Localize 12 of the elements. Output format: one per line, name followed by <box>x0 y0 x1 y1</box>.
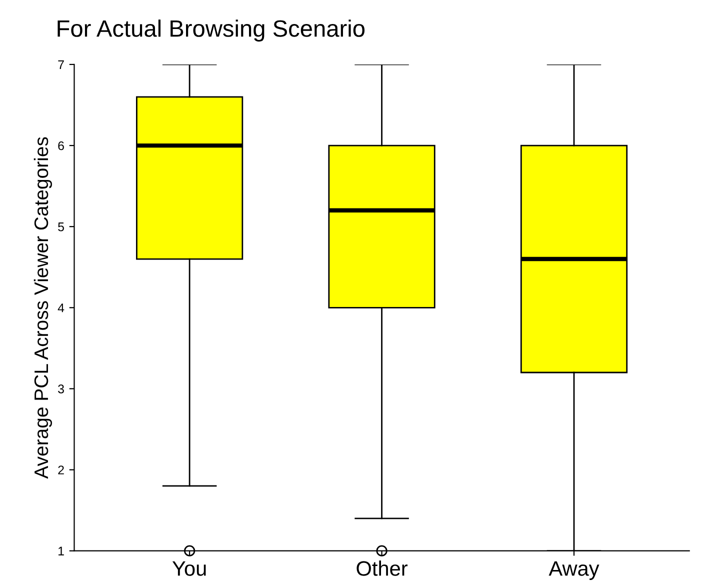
x-tick-label: You <box>172 561 206 576</box>
y-tick-label: 3 <box>58 384 64 394</box>
y-tick-label: 4 <box>58 304 64 312</box>
y-axis-title: Average PCL Across Viewer Categories <box>34 137 52 479</box>
y-tick-label: 5 <box>58 222 64 232</box>
y-tick-label: 6 <box>58 141 64 150</box>
x-tick-label: Other <box>356 560 408 576</box>
chart-title: For Actual Browsing Scenario <box>58 20 365 42</box>
y-tick-label: 1 <box>58 546 64 556</box>
y-tick-label: 2 <box>58 466 64 474</box>
x-tick-label: Away <box>548 561 600 580</box>
y-tick-label: 7 <box>58 60 64 69</box>
